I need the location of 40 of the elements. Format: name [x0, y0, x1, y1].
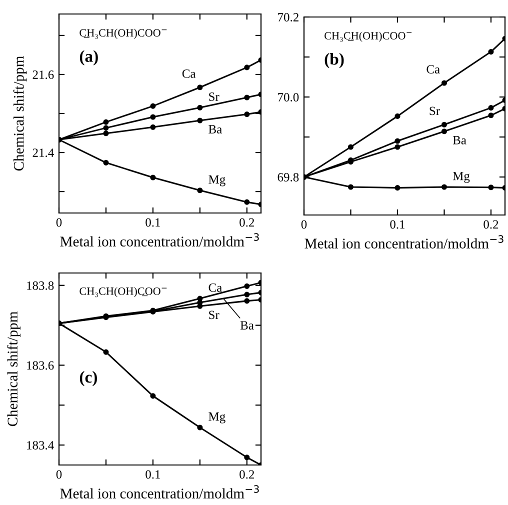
series-label: Sr [430, 106, 440, 116]
y-axis-title: Chemical shift/ppm [7, 312, 20, 426]
y-tick-label: 70.2 [278, 13, 298, 22]
legend-label: Sr [209, 310, 220, 320]
x-tick-label: 0.2 [240, 218, 254, 227]
x-axis-title: Metal ion concentration/moldm$^{−3}$ [304, 235, 504, 248]
x-axis-title: Metal ion concentration/moldm$^{−3}$ [60, 485, 259, 498]
y-tick-label: 21.6 [32, 70, 54, 79]
legend-label: Ba [240, 321, 254, 330]
y-tick-label: 183.4 [27, 441, 54, 450]
x-tick-label: 0.1 [146, 470, 160, 479]
text: CH₃CH(OH)C̲OO$^{−}$ [80, 287, 167, 298]
x-tick-label: 0 [56, 470, 62, 479]
series-label: Sr [209, 92, 220, 101]
series-label: Mg [208, 175, 226, 186]
y-axis-title: Chemical shift/ppm [13, 56, 27, 171]
y-tick-label: 183.8 [27, 281, 54, 290]
text: (a) [80, 50, 98, 66]
series-label: Ba [208, 125, 222, 134]
x-tick-label: 0.2 [240, 470, 254, 479]
x-axis-title: Metal ion concentration/moldm$^{−3}$ [60, 233, 259, 246]
y-tick-label: 183.6 [27, 361, 54, 370]
y-tick-label: 69.8 [278, 173, 299, 182]
y-tick-label: 21.4 [32, 148, 54, 158]
x-tick-label: 0 [56, 218, 62, 227]
series-label: Ca [426, 65, 440, 74]
legend-label: Mg [452, 172, 470, 183]
series-label: Mg [208, 412, 226, 424]
text: (c) [80, 371, 97, 386]
text: (b) [324, 53, 344, 68]
series-label: Ca [208, 283, 222, 292]
text: C̲H₃CH(OH)COO$^{−}$ [80, 28, 167, 39]
series-label: Ca [182, 69, 196, 78]
x-tick-label: 0.1 [146, 218, 160, 227]
x-tick-label: 0 [301, 220, 307, 229]
x-tick-label: 0.2 [484, 220, 498, 229]
y-tick-label: 70.0 [278, 93, 299, 102]
series-label: Ba [452, 136, 466, 144]
text: CH₃C̲H(OH)COO$^{−}$ [324, 32, 412, 42]
x-tick-label: 0.1 [390, 220, 405, 229]
